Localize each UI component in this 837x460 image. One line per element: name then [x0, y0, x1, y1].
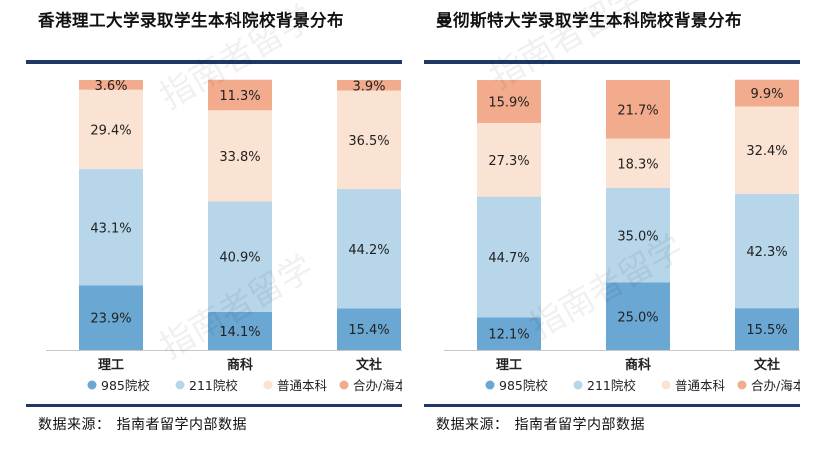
legend-label: 合办/海本	[353, 378, 402, 393]
bar-segment	[735, 308, 799, 350]
data-label: 3.9%	[352, 79, 385, 94]
legend-label: 普通本科	[675, 378, 726, 393]
legend-label: 211院校	[189, 378, 238, 393]
stacked-bar-chart: 23.9% 43.1% 29.4% 3.6% 理工 14.1% 40.9% 33.8% 11.3…	[46, 79, 402, 393]
legend-label: 985院校	[499, 378, 548, 393]
bar-segment	[735, 106, 799, 194]
data-source: 数据来源： 指南者留学内部数据	[436, 414, 651, 434]
bar-segment	[337, 308, 401, 350]
data-label: 36.5%	[348, 134, 389, 149]
chart-title: 香港理工大学录取学生本科院校背景分布	[38, 11, 344, 30]
bar-segment	[208, 201, 272, 312]
source-text: 指南者留学内部数据	[116, 417, 247, 433]
bar-segment	[606, 138, 670, 188]
source-label: 数据来源：	[38, 417, 111, 433]
legend-label: 211院校	[587, 378, 636, 393]
x-tick-label: 理工	[496, 358, 522, 373]
data-label: 3.6%	[94, 79, 127, 94]
data-label: 15.5%	[746, 323, 787, 338]
bar-segment	[735, 193, 799, 309]
stacked-bar-chart: 12.1% 44.7% 27.3% 15.9% 理工 25.0% 35.0% 18.3% 21.…	[444, 79, 800, 393]
bar-segment	[79, 89, 143, 170]
legend-marker	[339, 380, 349, 390]
source-label: 数据来源：	[436, 417, 509, 433]
chart-title: 曼彻斯特大学录取学生本科院校背景分布	[436, 11, 742, 30]
bar-segment	[477, 80, 541, 123]
legend-label: 普通本科	[277, 378, 328, 393]
data-label: 35.0%	[617, 229, 658, 244]
title-rule	[26, 60, 402, 64]
data-label: 42.3%	[746, 245, 787, 260]
legend-label: 合办/海本	[751, 378, 800, 393]
data-label: 14.1%	[219, 325, 260, 340]
data-label: 44.2%	[348, 243, 389, 258]
source-text: 指南者留学内部数据	[514, 417, 645, 433]
bar-segment	[337, 80, 401, 91]
data-label: 33.8%	[219, 150, 260, 165]
bar-segment	[477, 122, 541, 197]
footer-rule	[424, 404, 800, 407]
legend-marker	[661, 380, 671, 390]
data-label: 9.9%	[750, 87, 783, 102]
data-label: 44.7%	[488, 251, 529, 266]
title-rule	[424, 60, 800, 64]
legend-marker	[485, 380, 495, 390]
chart-panel-hk-polyu: 香港理工大学录取学生本科院校背景分布 23.9% 43.1% 29.4% 3.6% 理工…	[26, 0, 426, 460]
bar-segment	[477, 317, 541, 350]
data-label: 43.1%	[90, 221, 131, 236]
x-tick-label: 商科	[625, 357, 651, 373]
bar-segment	[735, 79, 799, 107]
x-tick-label: 文社	[754, 357, 780, 373]
data-label: 18.3%	[617, 157, 658, 172]
data-label: 27.3%	[488, 154, 529, 169]
x-tick-label: 商科	[227, 357, 253, 373]
legend-marker	[573, 380, 583, 390]
legend-marker	[737, 380, 747, 390]
data-label: 15.4%	[348, 323, 389, 338]
data-label: 11.3%	[219, 89, 260, 104]
bar-segment	[79, 285, 143, 350]
legend-marker	[263, 380, 273, 390]
data-label: 23.9%	[90, 312, 131, 327]
data-label: 32.4%	[746, 144, 787, 159]
footer-rule	[26, 404, 402, 407]
legend-marker	[175, 380, 185, 390]
legend-marker	[87, 380, 97, 390]
bar-segment	[79, 169, 143, 286]
bar-segment	[477, 196, 541, 318]
bar-segment	[208, 110, 272, 202]
data-label: 12.1%	[488, 328, 529, 343]
data-label: 40.9%	[219, 251, 260, 266]
data-label: 21.7%	[617, 103, 658, 118]
bar-segment	[337, 189, 401, 309]
bar-segment	[606, 80, 670, 139]
chart-panel-manchester: 曼彻斯特大学录取学生本科院校背景分布 12.1% 44.7% 27.3% 15.9% 理…	[424, 0, 824, 460]
bar-segment	[79, 80, 143, 90]
bar-segment	[337, 90, 401, 190]
bar-segment	[606, 282, 670, 350]
legend-label: 985院校	[101, 378, 150, 393]
x-tick-label: 文社	[356, 357, 382, 373]
data-label: 29.4%	[90, 123, 131, 138]
data-source: 数据来源： 指南者留学内部数据	[38, 414, 253, 434]
bar-segment	[606, 188, 670, 283]
data-label: 25.0%	[617, 310, 658, 325]
x-tick-label: 理工	[98, 358, 124, 373]
bar-segment	[208, 79, 272, 111]
bar-segment	[208, 311, 272, 350]
data-label: 15.9%	[488, 95, 529, 110]
